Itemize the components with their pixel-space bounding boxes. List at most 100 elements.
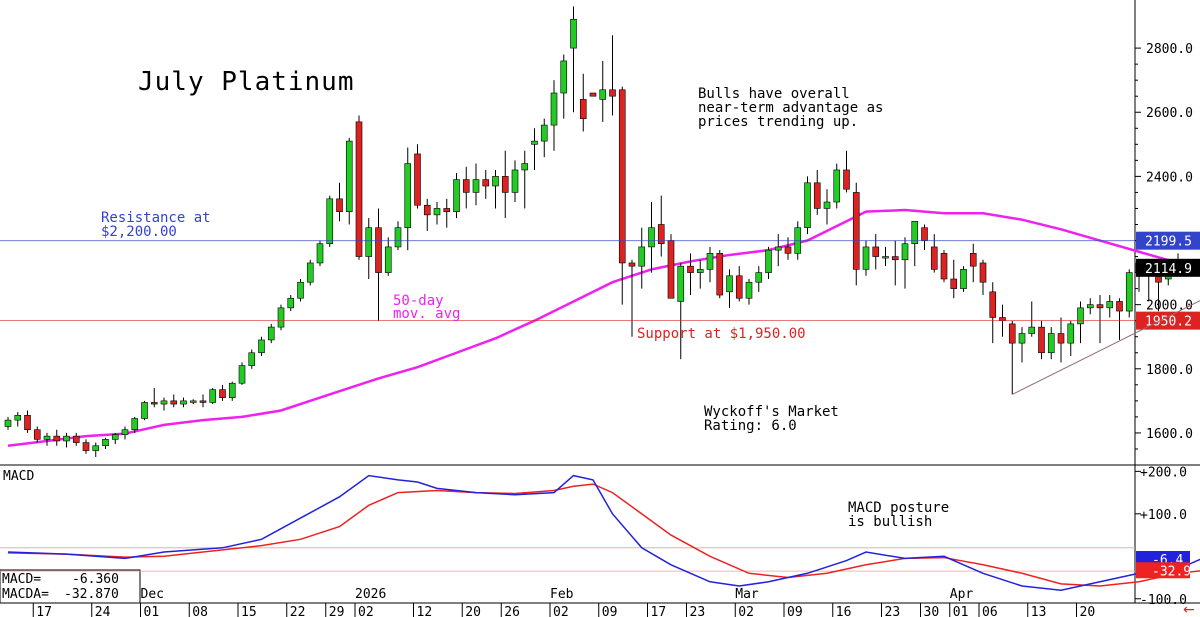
price-tick-label: 2400.0 bbox=[1146, 170, 1193, 185]
candle-body bbox=[950, 278, 958, 289]
candle-body bbox=[745, 281, 753, 299]
candle-body bbox=[4, 419, 12, 427]
x-month-label: Dec bbox=[141, 587, 164, 602]
candle bbox=[1096, 295, 1104, 344]
candle-body bbox=[979, 262, 987, 283]
candle-body bbox=[599, 89, 607, 100]
candle bbox=[472, 163, 480, 206]
candle bbox=[170, 394, 178, 408]
candle bbox=[82, 439, 90, 454]
candle bbox=[336, 182, 343, 222]
candle-body bbox=[287, 297, 295, 309]
x-tick-label: 16 bbox=[836, 605, 852, 617]
candle-body bbox=[297, 281, 304, 299]
macd-value-label: MACD= bbox=[2, 572, 41, 587]
candle-body bbox=[911, 220, 919, 245]
level-tag-label: 2199.5 bbox=[1145, 235, 1192, 250]
candle bbox=[589, 92, 597, 97]
candle bbox=[433, 202, 441, 225]
macd-lines: +200.0+100.0-100.0-6.4-32.9 bbox=[0, 465, 1200, 608]
candle bbox=[462, 166, 470, 209]
candle-body bbox=[482, 179, 490, 187]
candle-body bbox=[1125, 272, 1133, 312]
candle-body bbox=[248, 352, 256, 366]
x-tick-label: 29 bbox=[329, 605, 345, 617]
candle-body bbox=[453, 179, 460, 212]
candle-body bbox=[267, 326, 275, 341]
candle bbox=[326, 195, 334, 247]
candle-body bbox=[823, 201, 831, 209]
candle bbox=[930, 234, 938, 273]
candle bbox=[63, 432, 70, 448]
macd-value-box bbox=[0, 569, 141, 604]
candle-body bbox=[72, 435, 80, 443]
candle bbox=[833, 163, 841, 209]
candle-body bbox=[14, 414, 22, 421]
candle bbox=[43, 432, 51, 446]
candle bbox=[687, 253, 694, 296]
candle-body bbox=[570, 18, 577, 49]
candle bbox=[921, 224, 928, 251]
candle-body bbox=[501, 176, 509, 193]
candle-body bbox=[170, 400, 178, 405]
candle bbox=[560, 54, 568, 119]
candle bbox=[716, 250, 724, 299]
candle-body bbox=[306, 262, 314, 283]
candle-body bbox=[511, 169, 519, 193]
candle bbox=[745, 279, 753, 305]
uptrend-line bbox=[1012, 300, 1200, 395]
annotation-bulls: Bulls have overall bbox=[698, 86, 850, 102]
candles bbox=[4, 6, 1182, 457]
candle-body bbox=[1008, 323, 1016, 344]
candle bbox=[384, 237, 392, 276]
macd-value: -6.360 bbox=[72, 572, 119, 587]
candle bbox=[501, 150, 509, 219]
scroll-right-arrow[interactable]: ← bbox=[1183, 602, 1195, 617]
level-tag: 2114.9 bbox=[1136, 258, 1200, 277]
chart-title: July Platinum bbox=[138, 67, 355, 97]
candle-body bbox=[813, 182, 821, 209]
candle-body bbox=[1077, 307, 1084, 325]
x-month-label: Mar bbox=[735, 587, 759, 602]
price-tick-label: 2600.0 bbox=[1146, 106, 1193, 121]
candle-body bbox=[667, 240, 675, 299]
candle-body bbox=[550, 92, 558, 126]
candle bbox=[638, 227, 646, 289]
macd-tick-label: +200.0 bbox=[1140, 465, 1187, 480]
candle-body bbox=[1096, 304, 1104, 309]
annotation-resistance: Resistance at bbox=[101, 210, 211, 226]
candle bbox=[4, 416, 12, 430]
ma-50-line bbox=[7, 208, 1200, 447]
candle bbox=[911, 220, 919, 267]
level-tag-label: 2114.9 bbox=[1145, 262, 1192, 277]
candle bbox=[92, 442, 100, 457]
candle bbox=[755, 266, 763, 292]
candle-body bbox=[53, 435, 61, 442]
candle bbox=[219, 384, 226, 401]
candle-body bbox=[433, 208, 441, 216]
candle-body bbox=[63, 435, 70, 442]
candle bbox=[14, 412, 22, 427]
candle-body bbox=[462, 179, 470, 193]
candle-body bbox=[784, 246, 792, 254]
chart-frame bbox=[0, 0, 1200, 604]
x-tick-label: 23 bbox=[690, 605, 706, 617]
candle-body bbox=[960, 269, 967, 289]
candle bbox=[521, 150, 529, 209]
candle bbox=[209, 388, 217, 405]
price-tick-label: 1800.0 bbox=[1146, 363, 1193, 378]
candle bbox=[599, 60, 607, 122]
annotation-macd-note: is bullish bbox=[848, 514, 932, 530]
candle bbox=[287, 295, 295, 312]
candle-body bbox=[326, 198, 334, 245]
candle bbox=[550, 80, 558, 151]
candle-body bbox=[687, 265, 694, 273]
candle bbox=[1125, 269, 1133, 318]
candle-body bbox=[345, 140, 353, 212]
candle-body bbox=[804, 182, 811, 228]
candle-body bbox=[472, 179, 480, 193]
candle-body bbox=[24, 414, 31, 431]
x-tick-label: 23 bbox=[885, 605, 901, 617]
candle bbox=[1028, 301, 1036, 337]
